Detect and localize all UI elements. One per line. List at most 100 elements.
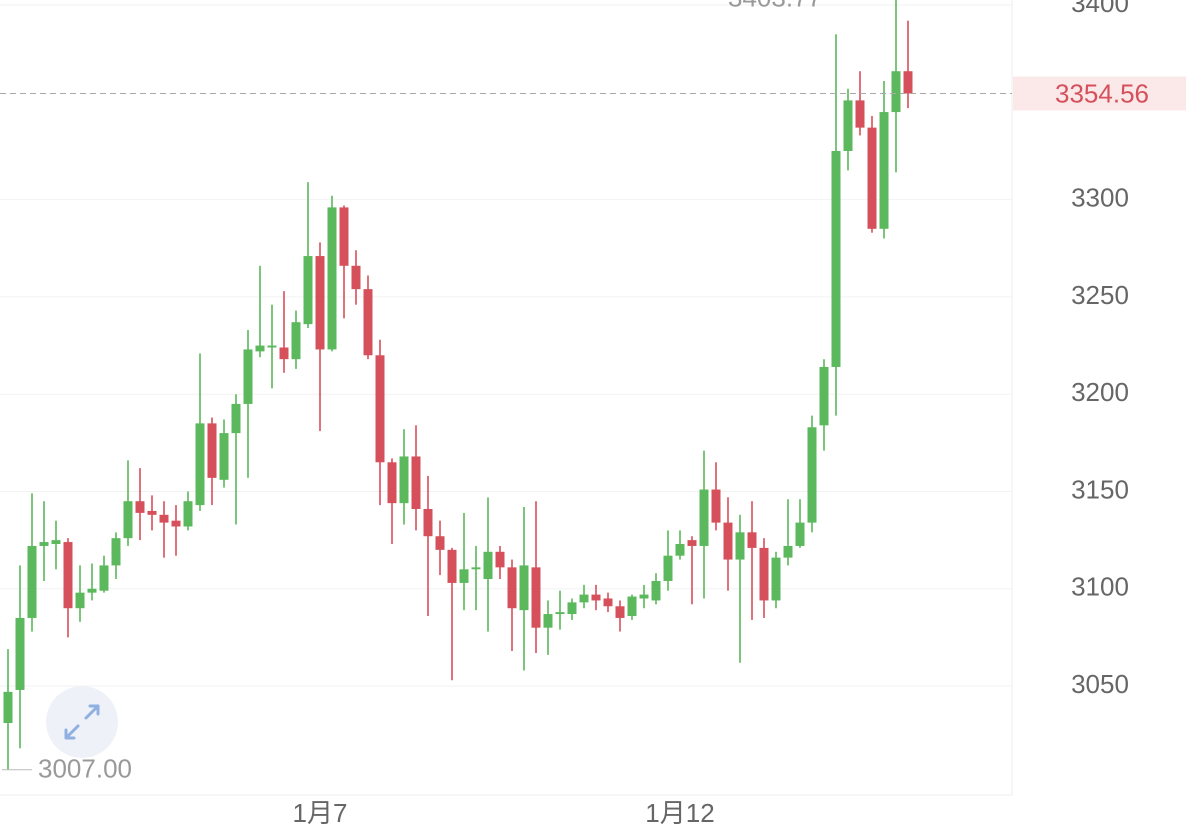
candle bbox=[579, 584, 589, 609]
y-tick-label: 3250 bbox=[1071, 280, 1129, 310]
candle-body bbox=[99, 565, 109, 591]
candle-body bbox=[159, 514, 169, 523]
candle-body bbox=[435, 536, 445, 550]
candle-body bbox=[327, 207, 337, 350]
candle bbox=[3, 649, 13, 770]
candle-body bbox=[759, 547, 769, 601]
candle bbox=[555, 590, 565, 630]
candle-body bbox=[555, 612, 565, 615]
candle-body bbox=[387, 462, 397, 504]
candle bbox=[687, 536, 697, 605]
candle bbox=[771, 551, 781, 609]
candle-body bbox=[279, 347, 289, 360]
candle-body bbox=[903, 71, 913, 94]
candle bbox=[171, 505, 181, 556]
y-tick-label: 3400 bbox=[1071, 0, 1129, 18]
candle bbox=[459, 512, 469, 611]
candle-body bbox=[627, 596, 637, 616]
x-tick-label: 1月7 bbox=[293, 798, 348, 828]
max-label: 3403.77 bbox=[728, 0, 822, 13]
candle bbox=[543, 600, 553, 655]
candle-body bbox=[291, 322, 301, 360]
min-label: 3007.00 bbox=[38, 754, 132, 784]
candle bbox=[867, 115, 877, 233]
candle bbox=[507, 559, 517, 652]
candle bbox=[267, 304, 277, 389]
candle-body bbox=[687, 540, 697, 546]
candle bbox=[123, 460, 133, 546]
candle bbox=[75, 565, 85, 622]
candle-body bbox=[147, 510, 157, 515]
candle-body bbox=[483, 551, 493, 580]
last-price-label: 3354.56 bbox=[1055, 78, 1149, 108]
candle bbox=[243, 329, 253, 478]
candle bbox=[231, 394, 241, 525]
candle-body bbox=[855, 100, 865, 128]
candle bbox=[639, 584, 649, 609]
candle bbox=[711, 462, 721, 531]
candle bbox=[603, 592, 613, 613]
candle bbox=[351, 250, 361, 305]
candle bbox=[363, 275, 373, 360]
candle-body bbox=[591, 594, 601, 601]
candle-body bbox=[699, 489, 709, 546]
candle-body bbox=[375, 355, 385, 463]
candle bbox=[219, 419, 229, 488]
candle bbox=[387, 458, 397, 545]
expand-circle[interactable] bbox=[46, 686, 118, 758]
candle-body bbox=[735, 532, 745, 560]
candle-body bbox=[111, 538, 121, 566]
candle bbox=[291, 310, 301, 369]
candle-body bbox=[471, 567, 481, 570]
candle bbox=[735, 514, 745, 663]
candle-body bbox=[819, 366, 829, 426]
candle bbox=[879, 80, 889, 239]
y-tick-label: 3300 bbox=[1071, 183, 1129, 213]
y-tick-label: 3150 bbox=[1071, 474, 1129, 504]
candle-body bbox=[27, 545, 37, 618]
candle-body bbox=[183, 501, 193, 527]
candle-body bbox=[3, 691, 13, 724]
candle-body bbox=[135, 501, 145, 513]
y-tick-label: 3050 bbox=[1071, 669, 1129, 699]
candle-body bbox=[567, 602, 577, 615]
candle bbox=[303, 182, 313, 329]
candle-body bbox=[831, 150, 841, 367]
candle-body bbox=[783, 545, 793, 558]
candle bbox=[279, 291, 289, 373]
candle bbox=[831, 34, 841, 416]
x-tick-label: 1月12 bbox=[645, 798, 714, 828]
candle-body bbox=[615, 606, 625, 618]
y-tick-label: 3200 bbox=[1071, 377, 1129, 407]
candle bbox=[15, 565, 25, 749]
candle-body bbox=[399, 456, 409, 504]
candle bbox=[651, 573, 661, 605]
candle-body bbox=[219, 433, 229, 480]
candle-body bbox=[807, 427, 817, 523]
y-tick-label: 3100 bbox=[1071, 572, 1129, 602]
candle bbox=[495, 545, 505, 580]
candle-body bbox=[15, 617, 25, 690]
candle-body bbox=[675, 544, 685, 556]
candle bbox=[135, 468, 145, 541]
candle-body bbox=[843, 100, 853, 151]
expand-icon[interactable] bbox=[64, 704, 100, 740]
candle-body bbox=[531, 567, 541, 628]
candle-body bbox=[651, 580, 661, 601]
candle bbox=[195, 353, 205, 511]
candle bbox=[99, 555, 109, 593]
candle-body bbox=[795, 522, 805, 546]
candle-body bbox=[171, 520, 181, 527]
candle-body bbox=[747, 532, 757, 548]
expand-button[interactable] bbox=[46, 686, 118, 758]
candle bbox=[315, 242, 325, 432]
candle bbox=[843, 88, 853, 171]
candle bbox=[759, 538, 769, 618]
candle-body bbox=[39, 542, 49, 546]
candle bbox=[375, 339, 385, 506]
candle bbox=[627, 594, 637, 620]
candle-body bbox=[315, 256, 325, 350]
candle bbox=[411, 425, 421, 531]
